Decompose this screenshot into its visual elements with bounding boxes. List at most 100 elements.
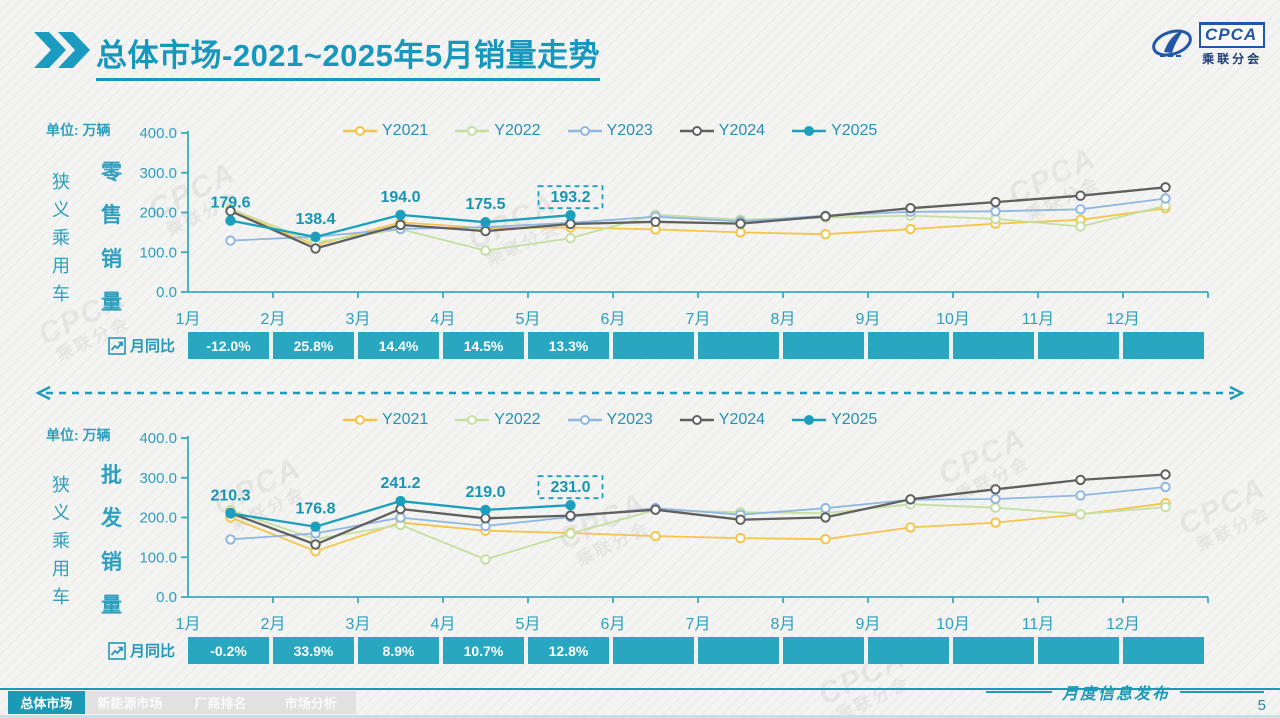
- legend-label: Y2021: [382, 411, 429, 428]
- month-label: 11月: [1021, 311, 1055, 328]
- data-point-y2025: [310, 231, 321, 243]
- data-point-y2023: [395, 512, 406, 523]
- data-point-y2024: [565, 510, 576, 521]
- measure-label-char: 发: [101, 507, 122, 531]
- legend-label: Y2023: [606, 411, 653, 428]
- legend-label: Y2024: [718, 411, 766, 428]
- yoy-cell: [783, 332, 864, 359]
- note-right-rule: [1180, 691, 1264, 693]
- data-point-y2022: [565, 528, 576, 539]
- legend-label: Y2025: [831, 411, 878, 428]
- month-label: 2月: [260, 311, 286, 328]
- data-point-y2024: [990, 196, 1001, 208]
- cpca-emblem-icon: [1152, 29, 1192, 57]
- data-point-y2022: [565, 233, 576, 244]
- yoy-cell: 13.3%: [528, 332, 609, 359]
- data-point-y2021: [905, 522, 916, 533]
- month-label: 6月: [600, 616, 626, 633]
- data-point-y2021: [990, 517, 1001, 528]
- yoy-row: 月同比 -12.0% 25.8% 14.4% 14.5% 13.3%: [0, 332, 1280, 359]
- month-label: 12月: [1106, 311, 1140, 328]
- yoy-cell: [613, 332, 694, 359]
- unit-label: 单位: 万辆: [46, 122, 111, 138]
- month-label: 4月: [430, 616, 456, 633]
- note-left-rule: [985, 691, 1052, 693]
- legend-item-y2025: Y2025: [791, 411, 877, 429]
- month-label: 10月: [936, 616, 970, 633]
- data-point-y2024: [565, 218, 576, 230]
- side-label-char: 车: [52, 587, 70, 607]
- legend-marker: [792, 415, 827, 425]
- month-label: 9月: [855, 616, 881, 633]
- data-point-y2024: [905, 203, 916, 214]
- month-label: 4月: [430, 311, 456, 328]
- data-point-y2021: [820, 229, 831, 240]
- data-point-y2022: [990, 502, 1001, 513]
- footer-divider: [0, 688, 1280, 690]
- month-label: 5月: [515, 311, 541, 328]
- side-label-char: 车: [52, 284, 70, 304]
- data-point-y2024: [1160, 469, 1171, 480]
- legend-marker: [679, 126, 714, 136]
- legend-marker: [567, 415, 602, 425]
- data-point-y2024: [735, 514, 746, 525]
- data-point-y2024: [310, 243, 321, 254]
- data-point-y2025: [480, 217, 491, 228]
- data-point-y2024: [650, 504, 661, 515]
- svg-text:0.0: 0.0: [156, 589, 177, 605]
- data-point-y2025: [225, 508, 236, 519]
- data-point-y2023: [1160, 193, 1171, 204]
- trend-icon: [108, 641, 126, 660]
- data-point-y2024: [820, 512, 831, 523]
- data-label: 179.6: [210, 195, 250, 212]
- series-line-y2021: [230, 207, 1166, 247]
- data-point-y2025: [565, 500, 576, 511]
- side-label-char: 乘: [52, 228, 70, 248]
- svg-text:200.0: 200.0: [140, 205, 177, 222]
- measure-label-char: 批: [101, 464, 122, 487]
- highlight-box: [537, 185, 604, 210]
- series-line-y2024: [230, 186, 1166, 250]
- measure-label-vertical: 零售销量: [101, 156, 122, 316]
- yoy-label: 月同比: [108, 640, 175, 661]
- yoy-row: 月同比 -0.2% 33.9% 8.9% 10.7% 12.8%: [0, 637, 1280, 664]
- svg-text:100.0: 100.0: [140, 549, 177, 566]
- data-point-y2021: [735, 532, 746, 544]
- side-label-char: 狭: [52, 172, 70, 192]
- legend-item-y2022: Y2022: [454, 122, 541, 140]
- data-point-y2025: [395, 495, 406, 507]
- data-point-y2024: [395, 219, 406, 231]
- bottom-nav-tabs: 总体市场 新能源市场 厂商排名 市场分析: [8, 691, 356, 714]
- month-label: 3月: [345, 616, 371, 633]
- retail-chart-block: 单位: 万辆 狭义乘用车 零售销量 Y2021 Y2022 Y2023 Y2024 Y2…: [0, 108, 1280, 368]
- yoy-cell: 14.5%: [443, 332, 524, 359]
- data-point-y2024: [820, 211, 831, 222]
- tab-市场分析[interactable]: 市场分析: [284, 696, 337, 711]
- yoy-cell: [1038, 332, 1119, 359]
- data-point-y2024: [480, 225, 491, 237]
- data-point-y2022: [1075, 221, 1086, 232]
- footer-note: 月度信息发布: [1061, 684, 1170, 703]
- dashed-separator-arrow: [35, 385, 1245, 401]
- legend-item-y2024: Y2024: [679, 122, 765, 140]
- data-point-y2024: [310, 539, 321, 550]
- series-line-y2023: [230, 486, 1166, 541]
- data-label: 175.5: [465, 196, 505, 213]
- yoy-cell: 14.4%: [358, 332, 439, 359]
- data-point-y2022: [480, 554, 491, 565]
- yoy-cell: 12.8%: [528, 637, 609, 664]
- tab-新能源市场[interactable]: 新能源市场: [97, 696, 163, 711]
- chart-legend: Y2021 Y2022 Y2023 Y2024 Y2025: [342, 122, 877, 140]
- tab-厂商排名[interactable]: 厂商排名: [194, 696, 247, 711]
- data-point-y2024: [1160, 182, 1171, 193]
- legend-label: Y2021: [382, 122, 429, 139]
- tab-总体市场[interactable]: 总体市场: [8, 691, 85, 714]
- data-point-y2023: [990, 493, 1001, 505]
- month-label: 5月: [515, 616, 541, 633]
- side-label-char: 用: [52, 559, 70, 579]
- bottom-edge: [0, 715, 1280, 718]
- legend-label: Y2022: [494, 122, 541, 139]
- data-point-y2025: [565, 210, 576, 221]
- logo-name: 乘联分会: [1202, 52, 1263, 66]
- category-label-vertical: 狭义乘用车: [52, 168, 70, 306]
